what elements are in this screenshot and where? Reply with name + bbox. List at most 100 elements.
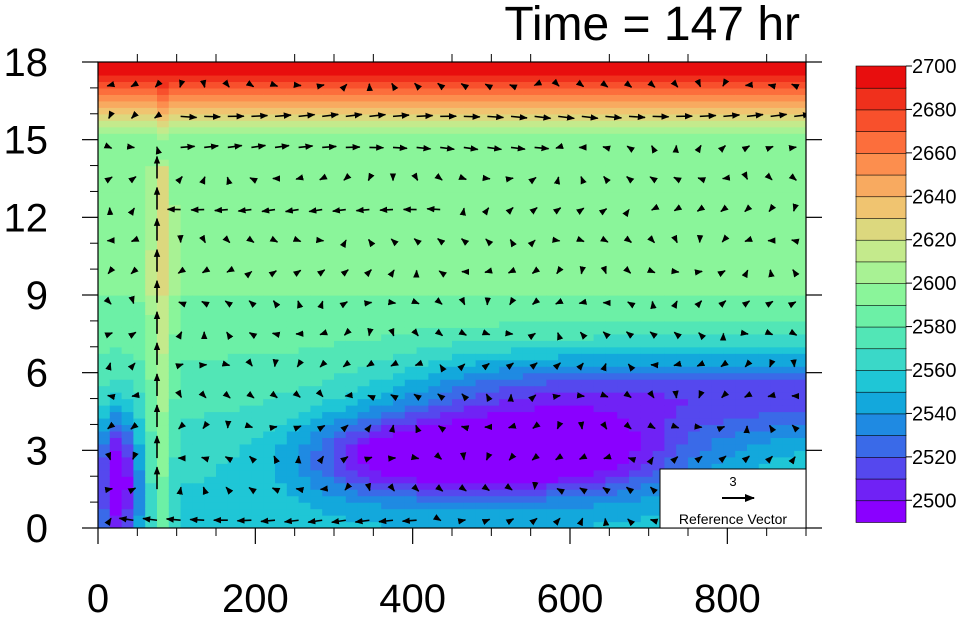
field-cell	[522, 346, 536, 354]
wind-vector-arrow	[246, 390, 255, 399]
field-cell	[629, 482, 642, 490]
field-cell	[499, 456, 512, 464]
field-cell	[546, 508, 559, 516]
field-cell	[652, 398, 665, 406]
wind-vector-arrow	[127, 207, 135, 216]
field-cell	[758, 314, 772, 322]
field-cell	[676, 320, 689, 328]
field-cell	[322, 463, 335, 471]
field-cell	[428, 178, 441, 186]
field-cell	[546, 282, 559, 290]
wind-vector-arrow	[458, 173, 467, 181]
field-cell	[463, 256, 477, 264]
field-cell	[782, 159, 795, 167]
field-cell	[192, 172, 205, 180]
field-cell	[522, 81, 536, 89]
field-cell	[180, 327, 193, 335]
field-cell	[617, 379, 630, 387]
field-cell	[782, 87, 795, 95]
field-cell	[109, 385, 123, 393]
field-cell	[452, 87, 465, 95]
field-cell	[180, 521, 193, 528]
field-cell	[133, 508, 146, 516]
field-cell	[487, 243, 500, 251]
field-cell	[570, 275, 583, 283]
field-cell	[227, 184, 241, 193]
field-cell	[758, 288, 772, 296]
field-cell	[534, 482, 547, 490]
field-cell	[239, 288, 252, 296]
field-cell	[440, 204, 453, 212]
field-cell	[794, 191, 806, 199]
field-cell	[463, 172, 477, 180]
field-cell	[157, 282, 170, 290]
field-cell	[605, 133, 618, 141]
field-cell	[239, 62, 252, 70]
field-cell	[794, 430, 806, 438]
field-cell	[393, 81, 406, 89]
field-cell	[168, 508, 182, 516]
field-cell	[121, 262, 134, 270]
field-cell	[511, 301, 524, 309]
field-cell	[475, 469, 488, 477]
field-cell	[334, 521, 347, 528]
field-cell	[475, 411, 488, 419]
field-cell	[109, 113, 123, 121]
field-cell	[463, 159, 477, 167]
field-cell	[463, 68, 477, 76]
field-cell	[157, 236, 170, 244]
field-cell	[652, 314, 665, 322]
field-cell	[794, 443, 806, 451]
field-cell	[699, 353, 713, 361]
field-cell	[345, 159, 359, 167]
field-cell	[98, 243, 111, 251]
field-cell	[133, 482, 146, 490]
field-cell	[688, 210, 701, 218]
field-cell	[723, 100, 736, 108]
field-cell	[534, 223, 547, 231]
field-cell	[428, 359, 441, 367]
field-cell	[640, 243, 654, 251]
wind-vector-arrow	[414, 82, 422, 91]
field-cell	[534, 333, 547, 341]
field-cell	[357, 489, 370, 497]
wind-vector-arrow	[130, 422, 139, 430]
field-cell	[617, 320, 630, 328]
field-cell	[699, 320, 713, 328]
field-cell	[605, 282, 618, 290]
field-cell	[475, 107, 488, 115]
field-cell	[640, 430, 654, 438]
field-cell	[216, 353, 229, 361]
field-cell	[322, 424, 335, 432]
field-cell	[664, 295, 677, 303]
field-cell	[570, 172, 583, 180]
field-cell	[381, 379, 394, 387]
field-cell	[629, 340, 642, 348]
wind-vector-arrow	[204, 113, 221, 120]
field-cell	[758, 191, 772, 199]
field-cell	[688, 197, 701, 205]
field-cell	[428, 172, 441, 180]
field-cell	[499, 463, 512, 471]
field-cell	[157, 489, 170, 497]
field-cell	[168, 379, 182, 387]
field-cell	[133, 146, 146, 154]
field-cell	[216, 282, 229, 290]
field-cell	[605, 210, 618, 218]
field-cell	[133, 346, 146, 354]
field-cell	[747, 204, 760, 212]
field-cell	[263, 320, 276, 328]
field-cell	[416, 476, 429, 484]
field-cell	[534, 307, 547, 316]
field-cell	[770, 340, 783, 348]
field-cell	[157, 210, 170, 218]
field-cell	[570, 307, 583, 316]
field-cell	[428, 295, 441, 303]
field-cell	[180, 172, 193, 180]
field-cell	[522, 133, 536, 141]
field-cell	[334, 327, 347, 335]
field-cell	[747, 456, 760, 464]
field-cell	[676, 424, 689, 432]
field-cell	[227, 191, 241, 199]
field-cell	[145, 178, 158, 186]
